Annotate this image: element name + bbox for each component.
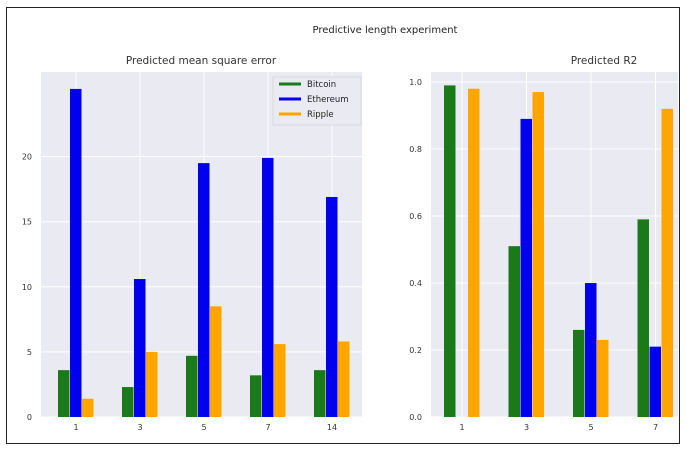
mse-legend: Bitcoin Ethereum Ripple [272, 76, 362, 126]
mse-xtick-label: 7 [265, 423, 270, 432]
mse-bar-bitcoin-14 [314, 370, 326, 417]
r2-bar-ripple-7 [661, 108, 673, 417]
mse-xtick-label: 14 [327, 423, 337, 432]
mse-chart-title: Predicted mean square error [126, 55, 277, 67]
r2-chart-title: Predicted R2 [571, 55, 638, 67]
r2-y-ticks: 0.0 0.2 0.4 0.6 0.8 1.0 [409, 78, 422, 422]
r2-ytick-label: 0.8 [409, 145, 422, 154]
mse-bar-ripple-7 [274, 344, 286, 417]
mse-bar-ripple-1 [82, 398, 94, 417]
r2-bar-bitcoin-1 [444, 85, 456, 417]
mse-bar-ethereum-1 [70, 88, 82, 417]
mse-ytick-label: 10 [22, 283, 32, 292]
mse-y-ticks: 0 5 10 15 20 [22, 153, 32, 422]
r2-ytick-label: 0.6 [409, 212, 422, 221]
mse-x-ticks: 1 3 5 7 14 [73, 423, 337, 432]
mse-ytick-label: 20 [22, 153, 32, 162]
chart-r2: 0.0 0.2 0.4 0.6 0.8 1.0 1 3 5 7 Predicted R2 [409, 55, 678, 432]
mse-xtick-label: 5 [201, 423, 206, 432]
mse-bar-ethereum-5 [198, 163, 210, 417]
mse-bar-bitcoin-7 [250, 375, 262, 417]
mse-bars [58, 88, 350, 417]
r2-bar-ripple-1 [468, 88, 480, 418]
r2-xtick-label: 5 [588, 423, 593, 432]
mse-bar-bitcoin-5 [186, 355, 198, 417]
mse-bar-bitcoin-3 [122, 387, 134, 417]
mse-ytick-label: 0 [27, 413, 32, 422]
r2-bar-bitcoin-3 [508, 246, 520, 417]
r2-xtick-label: 1 [459, 423, 464, 432]
r2-ytick-label: 1.0 [409, 78, 422, 87]
mse-bar-ethereum-3 [134, 279, 146, 417]
r2-ytick-label: 0.4 [409, 279, 422, 288]
legend-label-ethereum: Ethereum [307, 95, 349, 105]
mse-xtick-label: 1 [73, 423, 78, 432]
figure-title: Predictive length experiment [313, 25, 458, 36]
r2-bar-ethereum-7 [649, 346, 661, 417]
mse-bar-ethereum-14 [326, 196, 338, 417]
r2-bar-ripple-5 [597, 339, 609, 417]
r2-bar-bitcoin-5 [573, 329, 585, 417]
mse-xtick-label: 3 [137, 423, 142, 432]
r2-bars [444, 85, 673, 418]
r2-xtick-label: 3 [524, 423, 529, 432]
legend-box [272, 76, 362, 126]
legend-label-bitcoin: Bitcoin [307, 80, 336, 90]
r2-x-ticks: 1 3 5 7 [459, 423, 658, 432]
r2-ytick-label: 0.2 [409, 346, 422, 355]
mse-bar-ethereum-7 [262, 157, 274, 417]
mse-bar-ripple-14 [338, 341, 350, 417]
r2-bar-ethereum-5 [585, 283, 597, 417]
chart-mse: 0 5 10 15 20 1 3 5 7 14 Predicted mean square er… [22, 55, 362, 432]
r2-xtick-label: 7 [653, 423, 658, 432]
mse-bar-ripple-3 [146, 351, 158, 417]
r2-bar-ripple-3 [532, 92, 544, 418]
r2-ytick-label: 0.0 [409, 413, 422, 422]
r2-bar-ethereum-3 [520, 118, 532, 418]
mse-bar-bitcoin-1 [58, 370, 70, 417]
mse-bar-ripple-5 [210, 306, 222, 417]
r2-bar-bitcoin-7 [637, 219, 649, 417]
legend-label-ripple: Ripple [307, 110, 334, 120]
mse-ytick-label: 15 [22, 218, 32, 227]
mse-ytick-label: 5 [27, 348, 32, 357]
